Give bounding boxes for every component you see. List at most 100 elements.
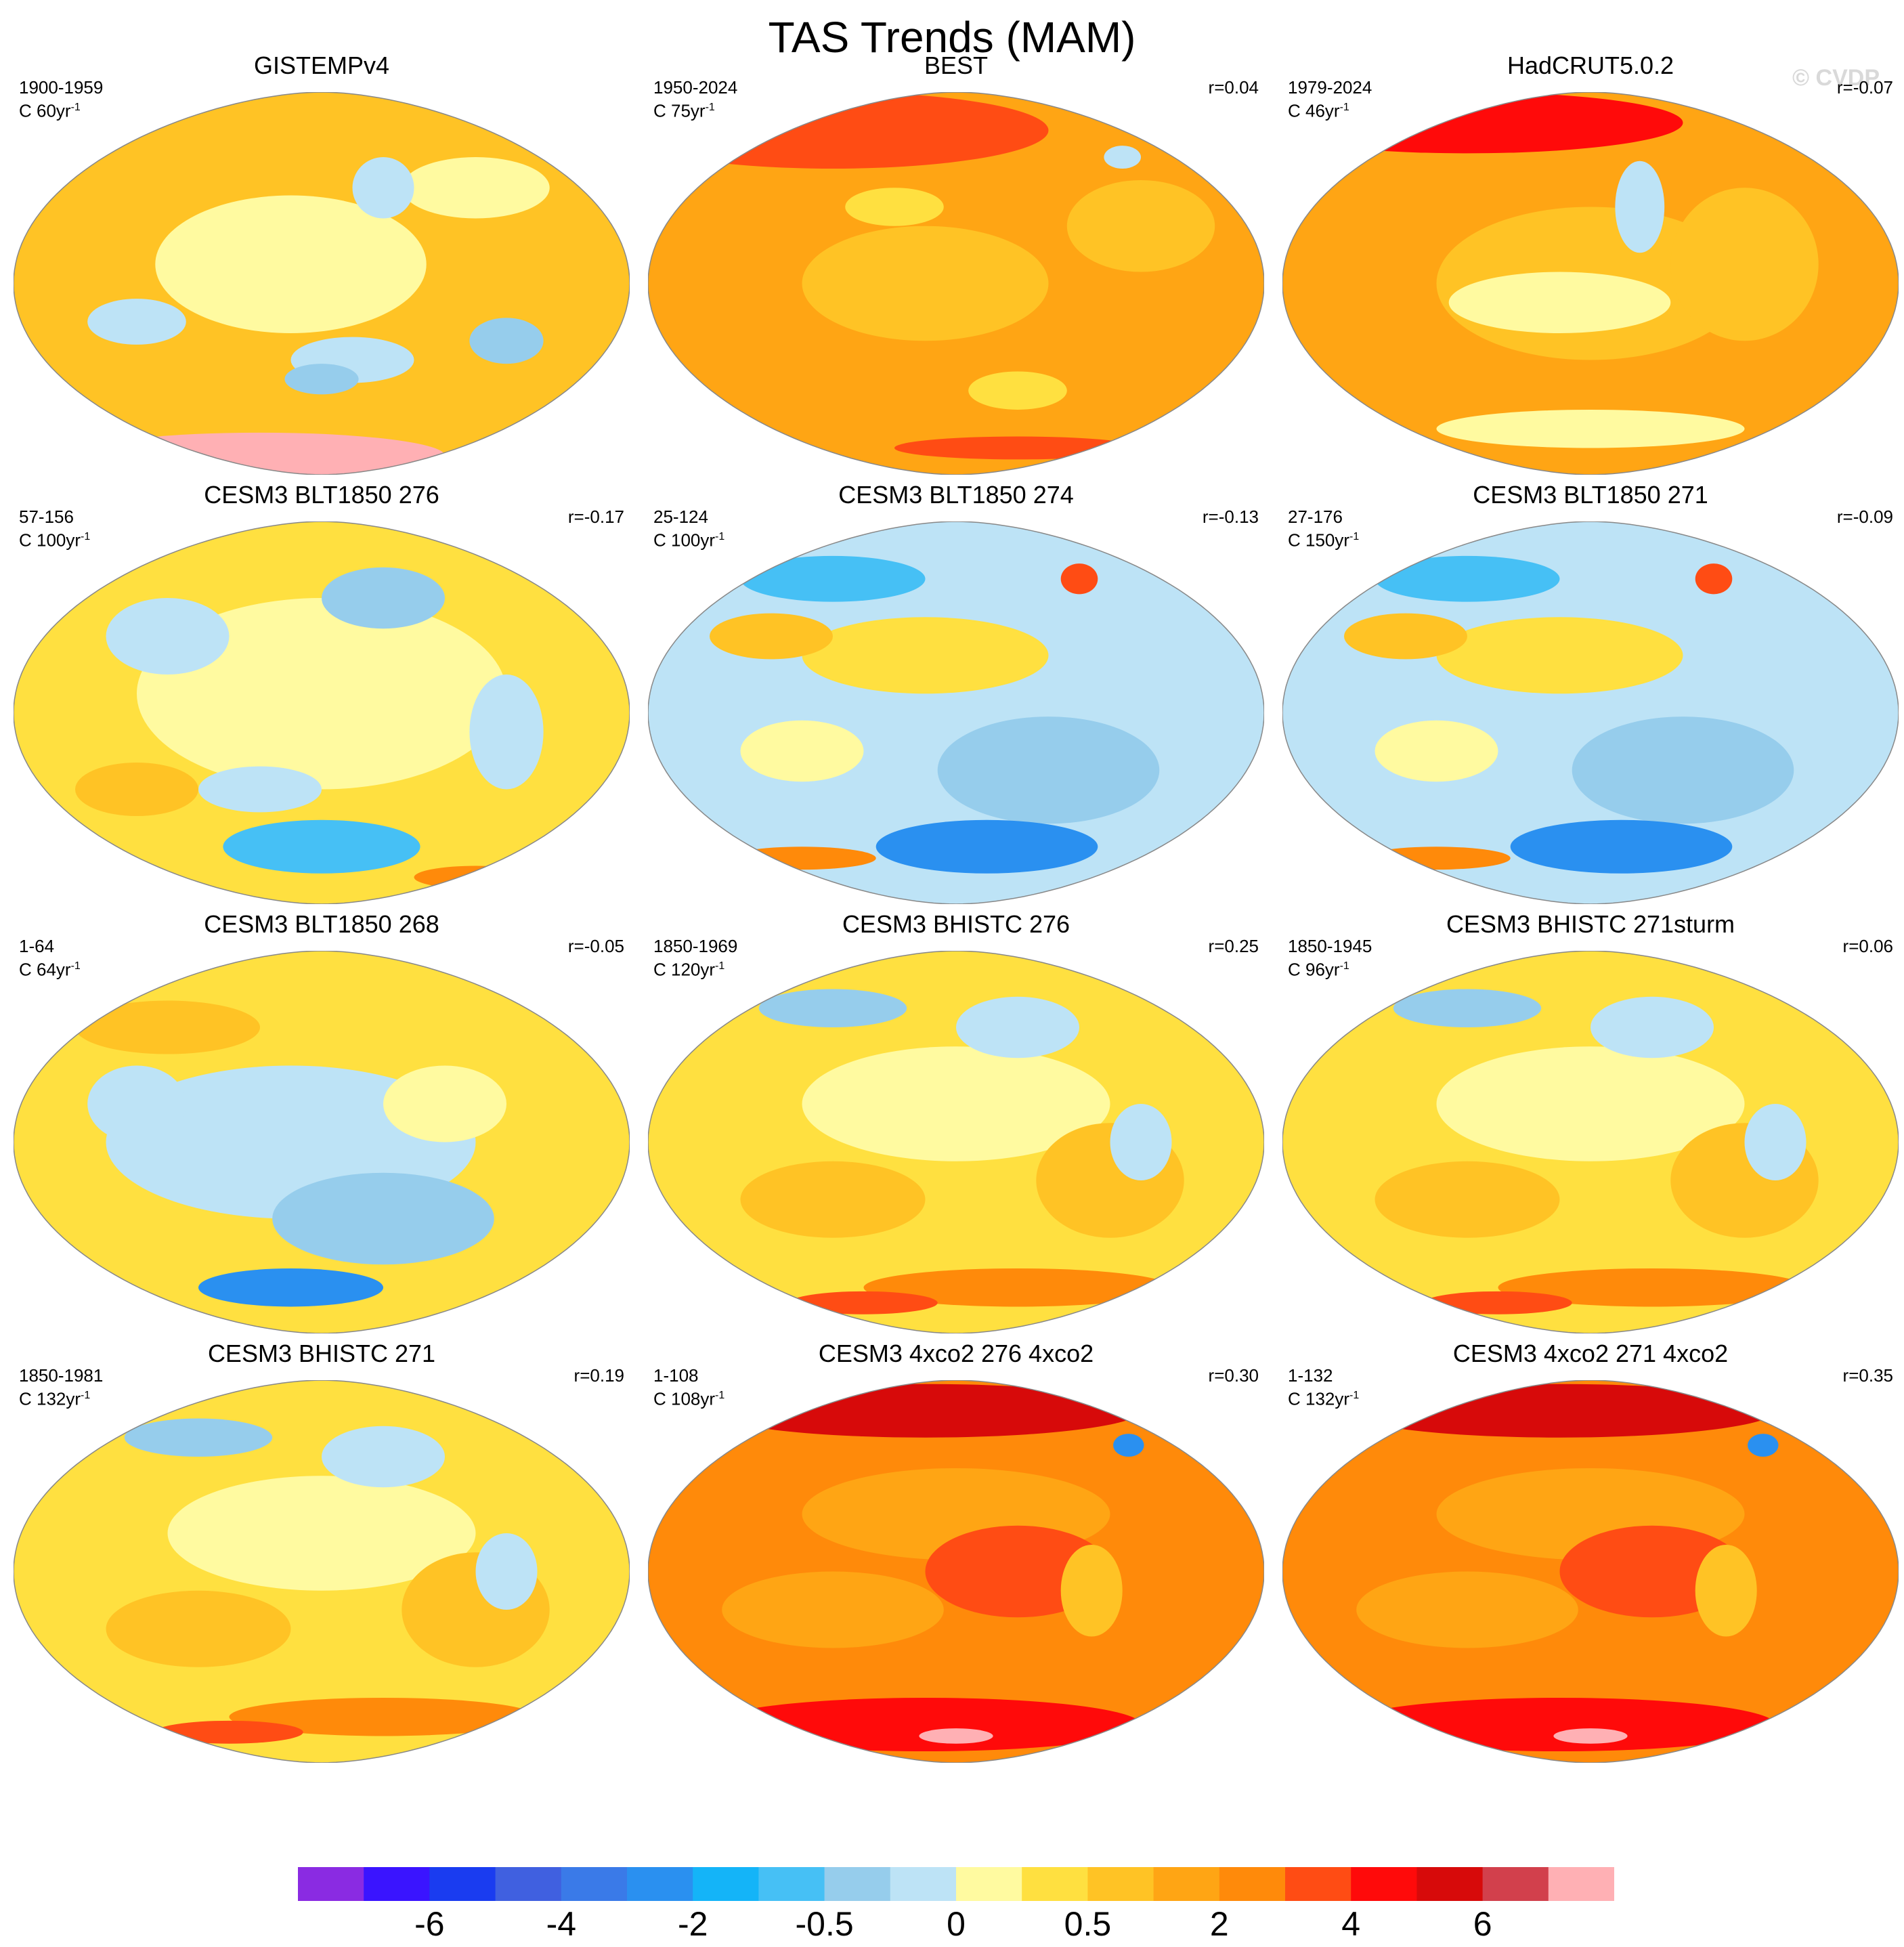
trend-region [1060, 563, 1098, 595]
trend-region [1060, 1544, 1123, 1637]
panel-correlation: r=-0.05 [567, 936, 624, 956]
trend-map [1282, 92, 1899, 475]
map-panel: CESM3 BLT1850 271 27-176 C 150yr-1 r=-0.09 [1276, 481, 1904, 909]
trend-region [1113, 1434, 1144, 1457]
trend-region [198, 766, 322, 813]
colorbar-box [693, 1867, 759, 1901]
trend-map [1282, 1380, 1899, 1763]
trend-region [1553, 1728, 1628, 1744]
trend-region [1424, 1291, 1572, 1314]
panel-title: CESM3 BHISTC 271sturm [1446, 910, 1735, 938]
trend-region [137, 598, 506, 790]
trend-region [1448, 272, 1671, 333]
colorbar-box [429, 1867, 496, 1901]
panel-title: CESM3 BLT1850 268 [204, 910, 439, 938]
trend-region [155, 195, 427, 333]
trend-region [1344, 1384, 1775, 1438]
panel-correlation: r=0.04 [1208, 77, 1259, 98]
panel-period: 1850-1945 C 96yr-1 [1288, 936, 1372, 980]
colorbar-tick-label: 4 [1341, 1905, 1361, 1943]
trend-region [728, 847, 876, 870]
panel-period: 1900-1959 C 60yr-1 [19, 77, 104, 121]
trend-region [722, 1571, 944, 1648]
map-panel: CESM3 BLT1850 276 57-156 C 100yr-1 r=-0.17 [7, 481, 636, 909]
panel-correlation: r=-0.07 [1836, 77, 1893, 98]
copyright-label: © CVDP [1792, 65, 1880, 91]
trend-map [1282, 521, 1899, 904]
trend-region [919, 1728, 993, 1744]
globe-outline [648, 92, 1264, 475]
colorbar-tick-label: -0.5 [795, 1905, 854, 1943]
colorbar-box [824, 1867, 891, 1901]
trend-region [1748, 1434, 1779, 1457]
trend-region [1498, 1268, 1806, 1307]
panel-period: 1-108 C 108yr-1 [653, 1365, 725, 1409]
trend-region [710, 1697, 1141, 1752]
trend-region [802, 617, 1049, 694]
globe-outline [648, 951, 1264, 1333]
colorbar-box [1416, 1867, 1484, 1901]
trend-region [1344, 1697, 1775, 1752]
globe-outline [14, 92, 630, 475]
trend-region [1375, 720, 1498, 782]
globe-outline [14, 521, 630, 904]
trend-region [758, 989, 907, 1027]
colorbar [298, 1867, 1614, 1901]
globe-outline [1282, 1380, 1899, 1763]
colorbar-tick-label: 6 [1473, 1905, 1492, 1943]
panel-correlation: r=0.35 [1842, 1365, 1893, 1386]
trend-region [1572, 716, 1794, 824]
panel-title: CESM3 4xco2 276 4xco2 [818, 1340, 1094, 1367]
trend-map [14, 92, 630, 475]
trend-region [75, 762, 198, 817]
trend-region [469, 318, 544, 364]
trend-region [284, 364, 359, 395]
colorbar-box [890, 1867, 957, 1901]
colorbar-box [1022, 1867, 1088, 1901]
panel-title: CESM3 4xco2 271 4xco2 [1452, 1340, 1729, 1367]
colorbar-tick-label: -4 [546, 1905, 577, 1943]
trend-region [802, 1046, 1110, 1161]
trend-region [968, 371, 1067, 410]
panel-title: HadCRUT5.0.2 [1507, 51, 1674, 79]
trend-region [106, 598, 230, 675]
trend-map [648, 92, 1264, 475]
globe-outline [648, 1380, 1264, 1763]
trend-region [789, 1291, 938, 1314]
panel-period: 1-132 C 132yr-1 [1288, 1365, 1360, 1409]
trend-map [14, 1380, 630, 1763]
trend-map [648, 521, 1264, 904]
trend-region [223, 819, 420, 874]
panel-period: 1850-1969 C 120yr-1 [653, 936, 738, 980]
trend-map [14, 951, 630, 1333]
trend-region [1104, 146, 1141, 169]
trend-region [75, 1000, 260, 1054]
trend-region [322, 567, 445, 629]
map-panel: CESM3 BHISTC 271 1850-1981 C 132yr-1 r=0.19 [7, 1340, 636, 1768]
trend-region [802, 226, 1049, 341]
trend-region [1375, 1161, 1560, 1238]
trend-region [710, 613, 833, 660]
trend-region [1436, 1046, 1745, 1161]
colorbar-box [758, 1867, 825, 1901]
trend-region [124, 1418, 273, 1457]
trend-region [229, 1697, 538, 1736]
colorbar-box [627, 1867, 693, 1901]
trend-region [1375, 555, 1560, 602]
trend-region [845, 188, 944, 226]
trend-region [1436, 409, 1745, 448]
map-panel: GISTEMPv4 1900-1959 C 60yr-1 [7, 51, 636, 479]
figure-title: TAS Trends (MAM) [768, 13, 1136, 62]
colorbar-tick-label: -2 [677, 1905, 708, 1943]
colorbar-box [1087, 1867, 1154, 1901]
panel-correlation: r=-0.13 [1202, 507, 1259, 527]
panel-title: GISTEMPv4 [253, 51, 390, 79]
trend-map [1282, 951, 1899, 1333]
trend-region [710, 1384, 1141, 1438]
trend-region [1510, 819, 1733, 874]
trend-region [469, 675, 544, 790]
trend-region [322, 1426, 445, 1488]
trend-region [937, 716, 1160, 824]
trend-region [198, 1268, 383, 1307]
panel-title: CESM3 BLT1850 276 [204, 481, 439, 509]
